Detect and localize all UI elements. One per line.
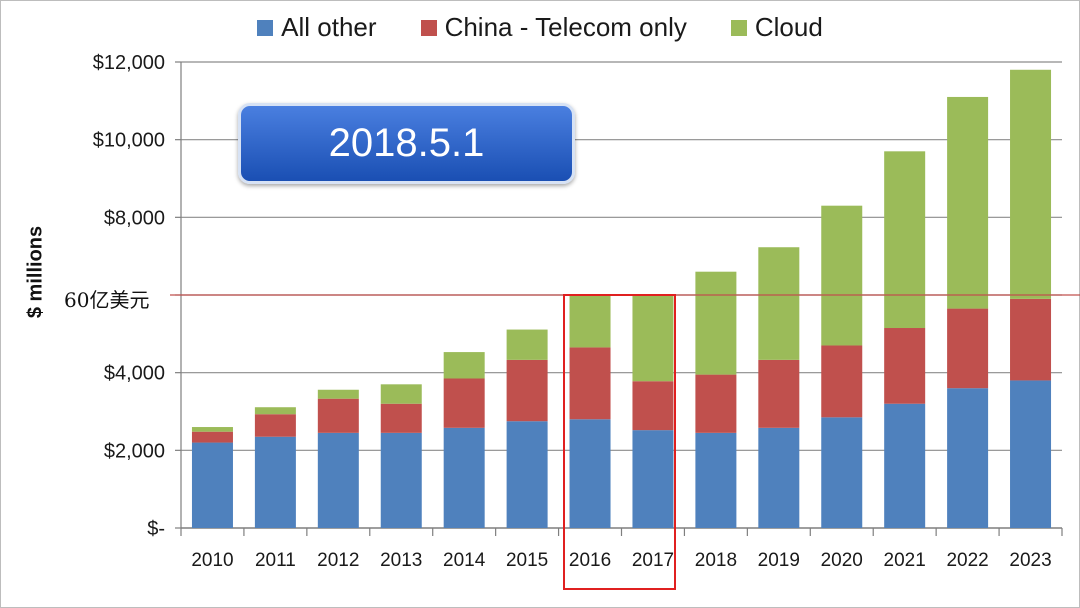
bar-all-other [821,417,863,528]
bar-cloud [884,151,926,329]
bar-china-telecom [443,378,485,428]
bar-all-other [506,421,548,528]
bar-cloud [758,247,800,360]
legend-swatch [730,19,747,36]
bar-all-other [632,430,674,528]
bar-all-other [884,403,926,528]
bar-all-other [254,436,296,528]
bar-china-telecom [569,347,611,420]
bar-cloud [821,205,863,346]
y-tick-label: $2,000 [104,440,165,462]
bar-all-other [317,432,359,528]
x-tick-label: 2021 [884,550,926,571]
legend-label: Cloud [754,12,823,42]
bar-all-other [443,427,485,528]
bar-cloud [380,384,422,404]
bar-all-other [695,432,737,528]
legend-label: All other [281,12,377,42]
y-tick-label: $12,000 [93,52,165,74]
x-tick-label: 2010 [191,550,233,571]
legend-item-cloud: Cloud [730,12,823,43]
bar-china-telecom [506,359,548,422]
bar-all-other [191,442,233,528]
bar-all-other [380,432,422,528]
x-tick-label: 2023 [1009,550,1051,571]
legend-label: China - Telecom only [444,12,687,42]
bar-cloud [947,96,989,309]
x-tick-label: 2011 [255,550,296,571]
bar-china-telecom [695,374,737,433]
bar-all-other [947,388,989,528]
x-tick-label: 2019 [758,550,800,571]
y-tick-label: $- [147,518,165,540]
legend-item-all-other: All other [257,12,377,43]
reference-line-label: 60亿美元 [64,288,150,312]
x-tick-label: 2018 [695,550,737,571]
bar-china-telecom [884,328,926,404]
date-callout: 2018.5.1 [238,103,575,184]
highlight-box-2016-2017 [563,294,676,590]
y-tick-label: $8,000 [104,207,165,229]
y-tick-label: $4,000 [104,363,165,385]
bar-cloud [632,295,674,382]
bar-china-telecom [821,345,863,418]
bar-china-telecom [758,359,800,428]
bar-cloud [254,407,296,415]
bar-cloud [191,427,233,432]
bar-all-other [1010,380,1052,528]
bar-cloud [1010,69,1052,299]
legend-swatch [257,19,274,36]
bar-cloud [443,352,485,379]
x-tick-label: 2013 [380,550,422,571]
bar-cloud [317,389,359,399]
x-tick-label: 2016 [569,550,611,571]
y-tick-label: $10,000 [93,130,165,152]
x-tick-label: 2020 [821,550,863,571]
bar-cloud [569,295,611,348]
x-tick-label: 2012 [317,550,359,571]
bar-china-telecom [191,431,233,443]
x-tick-label: 2014 [443,550,486,571]
bar-all-other [758,427,800,528]
bar-china-telecom [380,403,422,433]
bar-china-telecom [947,308,989,389]
x-tick-label: 2017 [632,550,674,571]
x-tick-label: 2022 [946,550,988,571]
bar-china-telecom [1010,298,1052,381]
bar-china-telecom [317,398,359,433]
chart-legend: All other China - Telecom only Cloud [0,12,1080,43]
x-tick-label: 2015 [506,550,548,571]
bar-cloud [506,329,548,360]
bar-china-telecom [254,414,296,437]
bar-cloud [695,271,737,375]
legend-item-china-telecom: China - Telecom only [420,12,687,43]
legend-swatch [420,19,437,36]
bar-all-other [569,419,611,528]
bar-china-telecom [632,381,674,431]
